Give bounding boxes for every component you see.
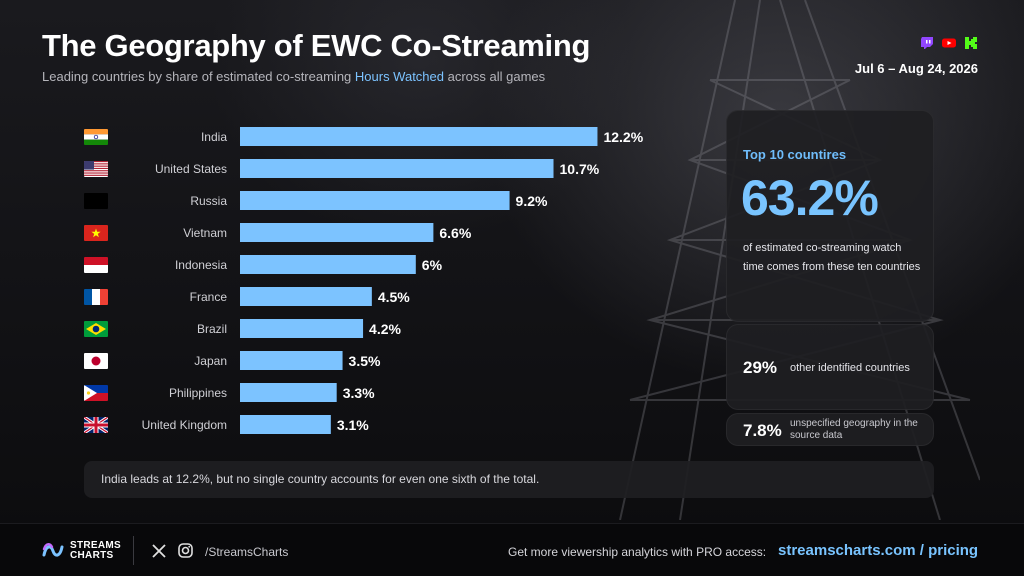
insight-text: India leads at 12.2%, but no single coun… [101,472,540,486]
top10-value: 63.2% [741,170,879,226]
other-countries-label: other identified countries [790,362,910,374]
logo-line2: CHARTS [70,550,114,561]
bar-united-states [240,159,554,178]
country-label-france: France [190,290,228,304]
platform-icons [920,36,978,50]
philippines-flag [84,385,108,401]
other-countries-value: 29% [743,358,778,377]
twitch-icon [921,37,933,49]
insight-note: India leads at 12.2%, but no single coun… [84,461,934,498]
country-label-india: India [201,130,227,144]
bar-philippines [240,383,337,402]
vietnam-flag [84,225,108,241]
value-label-france: 4.5% [378,289,410,305]
unspecified-label: unspecified geography in the source data [790,418,918,441]
value-label-indonesia: 6% [422,257,443,273]
footer-divider [133,536,134,565]
social-icons [152,543,193,558]
x-icon[interactable] [152,543,166,558]
country-label-vietnam: Vietnam [183,226,227,240]
bar-chart: India 12.2% United States 10.7% Russia 9.2% Vi… [84,127,644,434]
logo-line1: STREAMS [70,540,121,551]
country-label-russia: Russia [190,194,227,208]
bar-united-kingdom [240,415,331,434]
value-label-united-kingdom: 3.1% [337,417,369,433]
russia-flag [84,193,108,209]
country-label-united-states: United States [155,162,227,176]
country-label-japan: Japan [194,354,227,368]
brazil-flag [84,321,108,337]
bar-chart-svg: India 12.2% United States 10.7% Russia 9.2% Vi… [142,127,644,434]
indonesia-flag [84,257,108,273]
instagram-icon[interactable] [178,543,193,558]
page-title: The Geography of EWC Co-Streaming [42,28,591,63]
pricing-link[interactable]: streamscharts.com / pricing [778,542,979,559]
value-label-brazil: 4.2% [369,321,401,337]
india-flag [84,129,108,145]
value-label-united-states: 10.7% [560,161,600,177]
bar-brazil [240,319,364,338]
bar-france [240,287,372,306]
bar-india [240,127,598,146]
unspecified-value: 7.8% [743,421,782,440]
bar-indonesia [240,255,416,274]
us-flag [84,161,108,177]
country-label-philippines: Philippines [169,386,227,400]
japan-flag [84,353,108,369]
page-subtitle: Leading countries by share of estimated … [42,69,546,84]
social-handle[interactable]: /StreamsCharts [205,545,289,559]
top10-description: of estimated co-streaming watch time com… [743,242,921,273]
bar-vietnam [240,223,434,242]
bar-russia [240,191,510,210]
date-range: Jul 6 – Aug 24, 2026 [854,61,978,76]
top10-label: Top 10 countires [743,147,847,162]
streamscharts-logo[interactable]: STREAMS CHARTS [42,541,121,561]
pro-cta-text: Get more viewership analytics with PRO a… [508,545,767,559]
value-label-india: 12.2% [603,129,643,145]
kick-icon [965,37,977,49]
top10-summary-card: Top 10 countires 63.2% of estimated co-s… [726,110,934,322]
value-label-philippines: 3.3% [343,385,375,401]
value-label-vietnam: 6.6% [439,225,471,241]
footer: STREAMS CHARTS /StreamsCharts Get more vi… [0,523,1024,576]
country-label-brazil: Brazil [197,322,227,336]
logo-icon [42,543,64,557]
country-label-indonesia: Indonesia [175,258,227,272]
france-flag [84,289,108,305]
other-countries-card: 29% other identified countries [726,324,934,410]
value-label-japan: 3.5% [349,353,381,369]
uk-flag [84,417,108,433]
value-label-russia: 9.2% [516,193,548,209]
country-label-united-kingdom: United Kingdom [142,418,227,432]
subtitle-highlight: Hours Watched [354,69,444,84]
bar-japan [240,351,343,370]
unspecified-card: 7.8% unspecified geography in the source… [726,413,934,446]
youtube-icon [942,38,956,48]
